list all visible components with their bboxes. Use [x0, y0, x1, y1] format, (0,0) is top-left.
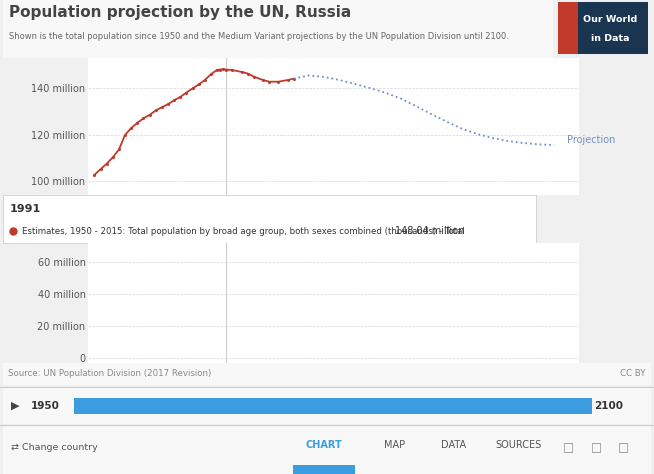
Text: DATA: DATA [441, 440, 466, 450]
Text: Population projection by the UN, Russia: Population projection by the UN, Russia [9, 5, 351, 19]
Text: ▶: ▶ [10, 401, 19, 411]
Text: in Data: in Data [591, 34, 629, 43]
Text: 2100: 2100 [594, 401, 623, 411]
Text: CHART: CHART [305, 440, 342, 450]
Text: 1991: 1991 [10, 204, 41, 214]
Bar [75, 398, 593, 414]
Text: ⇄ Change country: ⇄ Change country [11, 443, 98, 452]
Text: 148.04 million: 148.04 million [395, 226, 464, 236]
Text: Source: UN Population Division (2017 Revision): Source: UN Population Division (2017 Rev… [9, 370, 212, 379]
Text: 1950: 1950 [31, 401, 60, 411]
Bar [558, 2, 577, 54]
Text: Estimates, 1950 - 2015: Total population by broad age group, both sexes combined: Estimates, 1950 - 2015: Total population… [22, 227, 465, 236]
Text: Projection: Projection [566, 136, 615, 146]
Text: MAP: MAP [385, 440, 405, 450]
Text: □: □ [563, 441, 574, 454]
Text: □: □ [591, 441, 602, 454]
Bar [293, 465, 355, 474]
Text: □: □ [618, 441, 629, 454]
Text: SOURCES: SOURCES [495, 440, 541, 450]
Text: Shown is the total population since 1950 and the Medium Variant projections by t: Shown is the total population since 1950… [9, 32, 509, 41]
Text: CC BY: CC BY [620, 370, 645, 379]
Text: Our World: Our World [583, 15, 638, 24]
